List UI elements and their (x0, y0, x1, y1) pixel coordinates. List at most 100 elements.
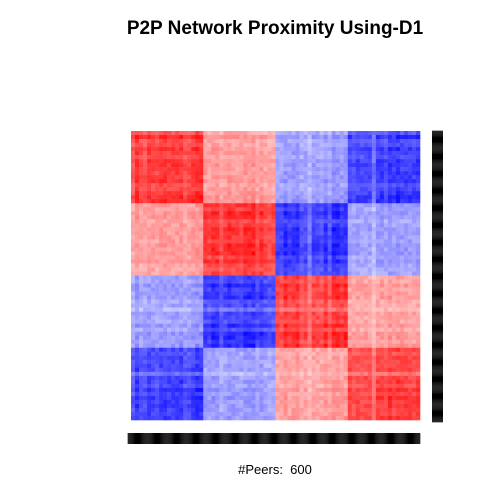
heatmap-cell (291, 379, 296, 385)
heatmap-cell (243, 283, 248, 288)
heatmap-cell (363, 331, 369, 336)
heatmap-cell (139, 203, 144, 208)
heatmap-cell (131, 303, 136, 308)
heatmap-cell (295, 355, 300, 361)
heatmap-cell (175, 263, 180, 268)
heatmap-cell (163, 199, 168, 204)
heatmap-cell (383, 223, 389, 228)
heatmap-cell (311, 391, 316, 397)
heatmap-cell (251, 403, 256, 409)
heatmap-cell (299, 151, 304, 156)
heatmap-cell (367, 371, 373, 377)
heatmap-cell (223, 215, 228, 220)
heatmap-cell (399, 347, 405, 353)
heatmap-cell (191, 151, 196, 156)
heatmap-cell (139, 255, 144, 260)
heatmap-cell (259, 315, 264, 320)
heatmap-cell (171, 331, 176, 336)
heatmap-cell (395, 159, 401, 164)
heatmap-cell (131, 223, 136, 228)
heatmap-cell (171, 307, 176, 312)
heatmap-cell (407, 143, 413, 148)
heatmap-cell (211, 199, 216, 204)
heatmap-cell (391, 243, 397, 248)
heatmap-cell (199, 291, 204, 296)
heatmap-cell (195, 167, 200, 172)
heatmap-cell (219, 251, 224, 256)
heatmap-cell (299, 215, 304, 220)
heatmap-cell (267, 343, 272, 349)
heatmap-cell (259, 339, 264, 345)
heatmap-cell (159, 195, 164, 200)
heatmap-cell (207, 231, 212, 236)
heatmap-cell (411, 155, 417, 160)
heatmap-cell (223, 155, 228, 160)
heatmap-cell (171, 403, 176, 409)
heatmap-cell (175, 335, 180, 341)
heatmap-cell (279, 335, 284, 341)
heatmap-cell (155, 255, 160, 260)
heatmap-cell (299, 287, 304, 292)
heatmap-cell (151, 287, 156, 292)
heatmap-cell (171, 363, 176, 369)
heatmap-cell (259, 263, 264, 268)
heatmap-cell (215, 299, 220, 304)
heatmap-cell (147, 155, 152, 160)
heatmap-cell (331, 323, 336, 328)
heatmap-cell (195, 239, 200, 244)
heatmap-cell (191, 219, 196, 224)
heatmap-cell (175, 199, 180, 204)
heatmap-cell (371, 167, 377, 172)
heatmap-cell (415, 255, 421, 260)
heatmap-cell (207, 407, 212, 413)
heatmap-cell (171, 343, 176, 349)
heatmap-cell (279, 307, 284, 312)
heatmap-cell (347, 227, 353, 232)
heatmap-cell (147, 367, 152, 373)
heatmap-cell (351, 159, 357, 164)
heatmap-cell (339, 367, 345, 373)
heatmap-cell (343, 155, 349, 160)
heatmap-cell (283, 395, 288, 401)
heatmap-cell (307, 179, 312, 184)
heatmap-cell (155, 327, 160, 332)
heatmap-cell (207, 391, 212, 397)
heatmap-cell (375, 219, 381, 224)
heatmap-cell (299, 135, 304, 140)
heatmap-cell (279, 287, 284, 292)
heatmap-cell (399, 211, 405, 216)
heatmap-cell (295, 287, 300, 292)
heatmap-cell (135, 155, 140, 160)
heatmap-cell (359, 227, 365, 232)
heatmap-cell (171, 359, 176, 365)
heatmap-cell (411, 275, 417, 280)
heatmap-cell (227, 327, 232, 332)
heatmap-cell (391, 235, 397, 240)
heatmap-cell (359, 347, 365, 353)
heatmap-cell (323, 339, 328, 345)
heatmap-cell (223, 223, 228, 228)
heatmap-cell (291, 147, 296, 152)
heatmap-cell (203, 339, 208, 345)
heatmap-cell (203, 203, 208, 208)
heatmap-cell (267, 211, 272, 216)
heatmap-cell (139, 159, 144, 164)
heatmap-cell (367, 167, 373, 172)
heatmap-cell (399, 191, 405, 196)
heatmap-cell (135, 291, 140, 296)
heatmap-cell (175, 163, 180, 168)
heatmap-cell (375, 319, 381, 324)
heatmap-cell (379, 355, 385, 361)
heatmap-cell (271, 363, 276, 369)
heatmap-cell (191, 299, 196, 304)
heatmap-cell (383, 387, 389, 393)
heatmap-cell (155, 171, 160, 176)
heatmap-cell (379, 259, 385, 264)
heatmap-cell (239, 175, 244, 180)
heatmap-cell (147, 303, 152, 308)
heatmap-cell (335, 215, 341, 220)
heatmap-cell (355, 139, 361, 144)
heatmap-cell (219, 203, 224, 208)
heatmap-cell (139, 247, 144, 252)
heatmap-cell (263, 147, 268, 152)
